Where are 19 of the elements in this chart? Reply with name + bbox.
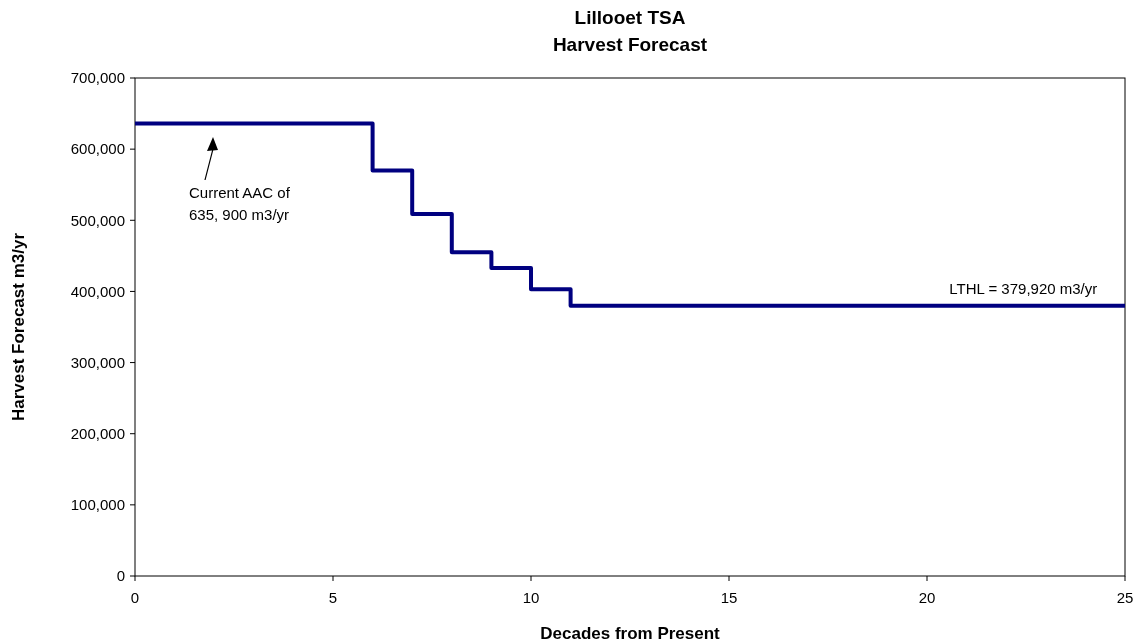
chart-title: Lillooet TSA Harvest Forecast (552, 7, 708, 55)
annotation: Current AAC of 635, 900 m3/yr (189, 184, 291, 223)
y-tick-label: 100,000 (70, 496, 125, 514)
y-tick-label: 200,000 (70, 424, 125, 442)
x-axis-title: Decades from Present (540, 624, 721, 643)
x-tick-label: 20 (918, 589, 936, 606)
y-tick-label: 500,000 (70, 211, 125, 229)
x-tick-label: 15 (720, 589, 738, 606)
y-tick-label: 600,000 (70, 140, 125, 158)
x-tick-label: 5 (328, 589, 338, 606)
y-tick-label: 700,000 (70, 69, 125, 87)
x-tick-label: 25 (1116, 589, 1134, 606)
y-tick-label: 400,000 (70, 282, 125, 300)
x-tick-label: 0 (130, 589, 140, 606)
y-tick-label: 300,000 (70, 353, 125, 371)
annotation: LTHL = 379,920 m3/yr (949, 279, 1098, 297)
x-tick-label: 10 (522, 589, 540, 606)
y-axis-title: Harvest Forecast m3/yr (9, 232, 28, 422)
y-tick-label: 0 (116, 567, 125, 585)
